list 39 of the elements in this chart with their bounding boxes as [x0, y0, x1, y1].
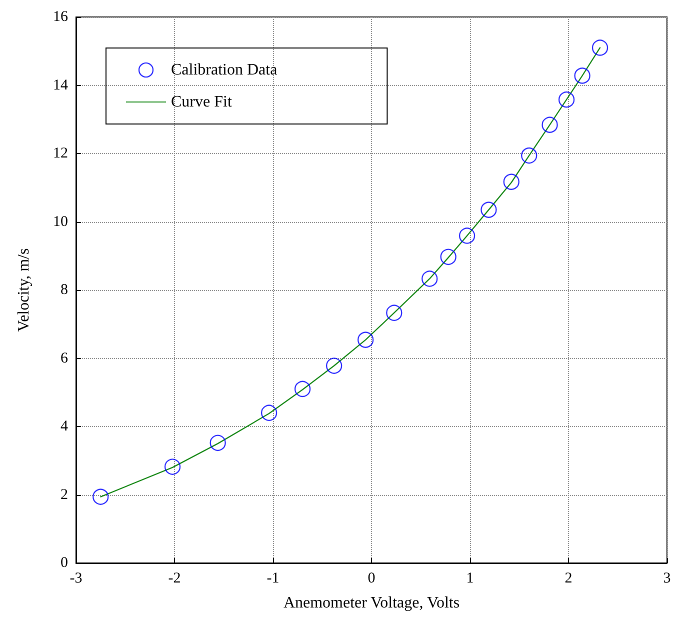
- point: [164, 458, 181, 475]
- point: [386, 304, 402, 321]
- y-tick-label: 6: [60, 350, 68, 366]
- point: [358, 332, 374, 348]
- x-tick-label: -2: [168, 570, 181, 586]
- y-tick-label: 0: [60, 555, 68, 571]
- x-tick-label: -3: [70, 570, 82, 586]
- y-tick-label: 2: [60, 486, 68, 503]
- x-tick-label: 1: [466, 570, 474, 586]
- point: [294, 380, 311, 398]
- point: [574, 68, 590, 84]
- line-series: [100, 47, 601, 498]
- point: [592, 40, 608, 56]
- x-tick-label: -1: [266, 570, 280, 586]
- legend-label: Calibration Data: [171, 62, 278, 78]
- x-tick-label: 2: [564, 570, 572, 586]
- y-tick-label: 8: [60, 282, 68, 298]
- y-axis-title: Velocity, m/s: [16, 248, 32, 332]
- point: [558, 91, 575, 108]
- y-tick-label: 14: [53, 77, 68, 94]
- point: [542, 116, 558, 133]
- point: [440, 248, 456, 265]
- y-tick-label: 12: [53, 146, 68, 162]
- point: [326, 358, 342, 374]
- point: [480, 202, 497, 218]
- y-tick-label: 4: [60, 418, 68, 434]
- y-tick-label: 16: [53, 9, 68, 25]
- x-tick-label: 0: [368, 570, 376, 586]
- point: [422, 270, 438, 287]
- x-axis-title: Anemometer Voltage, Volts: [283, 594, 460, 612]
- point: [503, 174, 520, 190]
- point: [92, 488, 109, 505]
- point: [458, 228, 476, 244]
- y-tick-label: 10: [53, 214, 68, 230]
- point: [521, 147, 538, 164]
- legend-label: Curve Fit: [171, 94, 232, 110]
- point: [260, 404, 278, 421]
- x-tick-label: 3: [663, 570, 671, 586]
- point: [210, 434, 226, 451]
